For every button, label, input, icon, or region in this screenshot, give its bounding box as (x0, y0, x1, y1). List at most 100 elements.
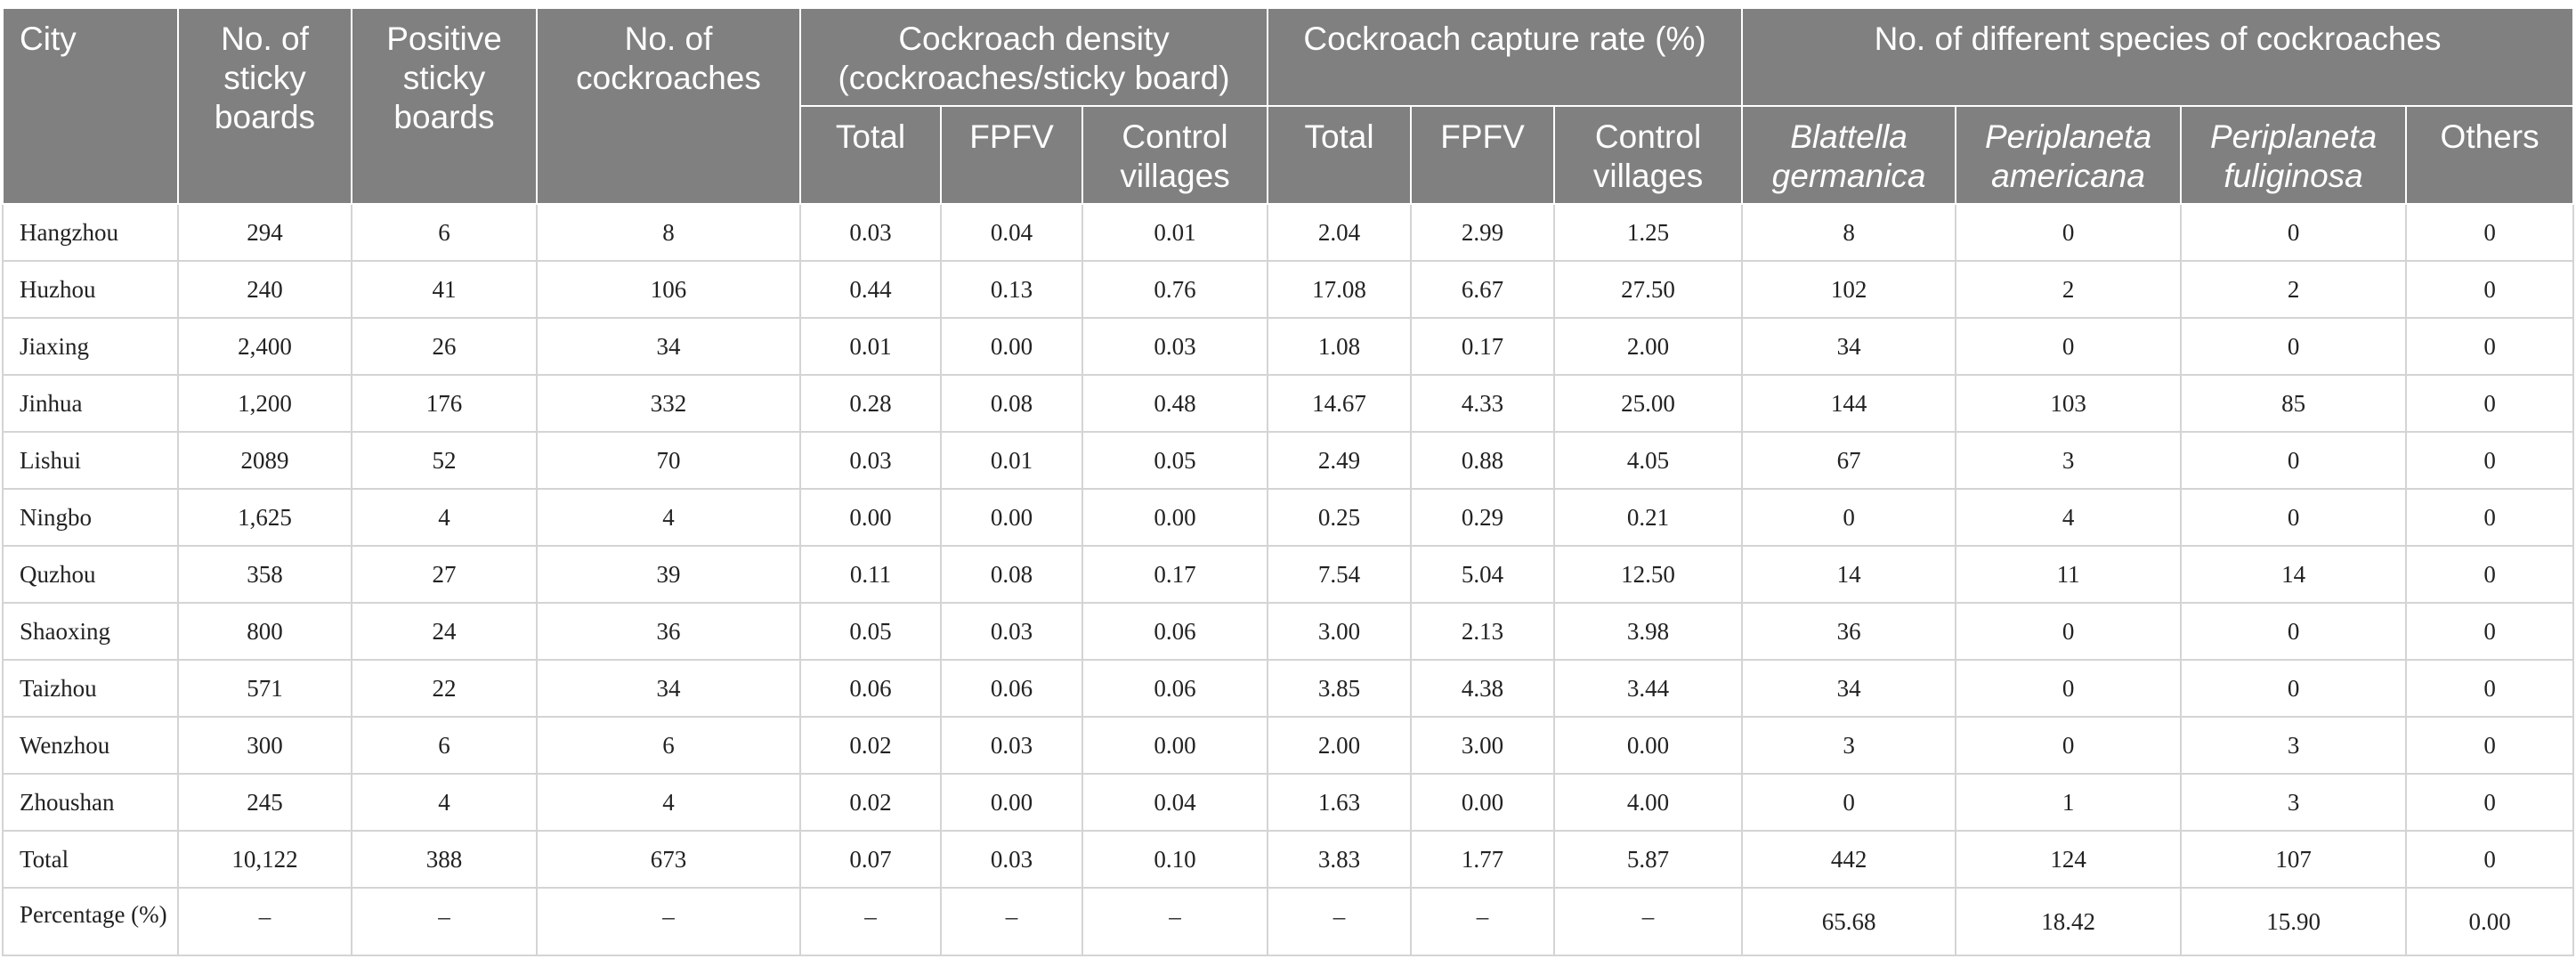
cell-fuliginosa: 15.90 (2180, 887, 2408, 956)
cell-capture-fpfv: 0.00 (1410, 773, 1556, 832)
header-capture-control: Control villages (1553, 105, 1744, 205)
cell-americana: 0 (1955, 317, 2183, 376)
cell-capture-total: 2.00 (1267, 716, 1413, 775)
cell-others: 0 (2405, 260, 2575, 319)
cell-density-total: 0.02 (799, 773, 942, 832)
cell-blattella: 14 (1741, 545, 1957, 604)
cell-capture-control: 12.50 (1553, 545, 1744, 604)
cell-capture-control: 1.25 (1553, 203, 1744, 262)
cell-density-control: 0.01 (1081, 203, 1269, 262)
cell-positive: 26 (351, 317, 538, 376)
cell-density-control: 0.06 (1081, 659, 1269, 718)
table-row: Lishui 2089 52 70 0.03 0.01 0.05 2.49 0.88 4.05 67… (2, 431, 2575, 490)
cell-fuliginosa: 0 (2180, 659, 2408, 718)
cell-density-control: 0.04 (1081, 773, 1269, 832)
header-density-fpfv: FPFV (940, 105, 1083, 205)
cell-capture-fpfv: 4.33 (1410, 374, 1556, 433)
header-density-total: Total (799, 105, 942, 205)
cell-positive: 24 (351, 602, 538, 661)
cell-cockroaches: 332 (536, 374, 801, 433)
cell-capture-control: 3.44 (1553, 659, 1744, 718)
cell-density-total: 0.07 (799, 830, 942, 889)
cell-capture-total: 2.49 (1267, 431, 1413, 490)
cell-capture-fpfv: 6.67 (1410, 260, 1556, 319)
cell-capture-fpfv: – (1410, 887, 1556, 956)
cell-capture-fpfv: 3.00 (1410, 716, 1556, 775)
cell-cockroaches: 4 (536, 488, 801, 547)
cell-density-total: 0.03 (799, 431, 942, 490)
cell-fuliginosa: 0 (2180, 203, 2408, 262)
header-sticky-boards: No. of sticky boards (177, 7, 352, 205)
cell-density-control: 0.06 (1081, 602, 1269, 661)
cell-positive: 176 (351, 374, 538, 433)
cell-cockroaches: 673 (536, 830, 801, 889)
cell-density-control: 0.05 (1081, 431, 1269, 490)
cell-positive: 388 (351, 830, 538, 889)
cell-density-fpfv: 0.13 (940, 260, 1083, 319)
cell-cockroaches: 34 (536, 317, 801, 376)
table-row: Huzhou 240 41 106 0.44 0.13 0.76 17.08 6.67 27.50… (2, 260, 2575, 319)
cell-density-total: 0.05 (799, 602, 942, 661)
cell-americana: 4 (1955, 488, 2183, 547)
cell-fuliginosa: 107 (2180, 830, 2408, 889)
table-row: Zhoushan 245 4 4 0.02 0.00 0.04 1.63 0.00 4.00 0 1 3… (2, 773, 2575, 832)
cell-positive: 4 (351, 773, 538, 832)
cell-density-fpfv: 0.08 (940, 545, 1083, 604)
cell-fuliginosa: 0 (2180, 488, 2408, 547)
cell-capture-total: 3.83 (1267, 830, 1413, 889)
cell-boards: 1,200 (177, 374, 352, 433)
table-header: City No. of sticky boards Positive stick… (2, 7, 2575, 205)
cell-capture-total: 1.08 (1267, 317, 1413, 376)
cell-density-fpfv: 0.03 (940, 602, 1083, 661)
cell-density-fpfv: 0.00 (940, 773, 1083, 832)
cell-others: 0 (2405, 317, 2575, 376)
cell-cockroaches: 106 (536, 260, 801, 319)
cell-blattella: 0 (1741, 773, 1957, 832)
header-americana: Periplaneta americana (1955, 105, 2183, 205)
header-density-control: Control villages (1081, 105, 1269, 205)
cell-capture-control: 0.00 (1553, 716, 1744, 775)
cell-capture-fpfv: 2.13 (1410, 602, 1556, 661)
cell-capture-fpfv: 1.77 (1410, 830, 1556, 889)
cell-fuliginosa: 14 (2180, 545, 2408, 604)
cell-city: Lishui (2, 431, 179, 490)
table-body: Hangzhou 294 6 8 0.03 0.04 0.01 2.04 2.99 1.25 8 0 0… (2, 203, 2575, 956)
cell-boards: 2089 (177, 431, 352, 490)
cell-density-total: 0.28 (799, 374, 942, 433)
cell-cockroaches: 36 (536, 602, 801, 661)
header-fuliginosa: Periplaneta fuliginosa (2180, 105, 2408, 205)
cell-americana: 0 (1955, 716, 2183, 775)
cell-density-control: – (1081, 887, 1269, 956)
cell-city: Taizhou (2, 659, 179, 718)
cell-density-fpfv: 0.01 (940, 431, 1083, 490)
cell-density-control: 0.48 (1081, 374, 1269, 433)
cell-blattella: 8 (1741, 203, 1957, 262)
header-capture-fpfv: FPFV (1410, 105, 1556, 205)
cell-boards: 240 (177, 260, 352, 319)
cell-city: Shaoxing (2, 602, 179, 661)
cell-density-total: – (799, 887, 942, 956)
cell-cockroaches: 4 (536, 773, 801, 832)
cell-americana: 0 (1955, 659, 2183, 718)
cell-capture-total: 7.54 (1267, 545, 1413, 604)
cell-density-total: 0.03 (799, 203, 942, 262)
cell-density-fpfv: 0.06 (940, 659, 1083, 718)
cell-others: 0 (2405, 545, 2575, 604)
cell-density-fpfv: – (940, 887, 1083, 956)
table-row: Jinhua 1,200 176 332 0.28 0.08 0.48 14.67 4.33 25… (2, 374, 2575, 433)
cell-capture-fpfv: 5.04 (1410, 545, 1556, 604)
cell-boards: 245 (177, 773, 352, 832)
cell-city: Percentage (%) (2, 887, 179, 956)
cell-positive: 4 (351, 488, 538, 547)
cell-capture-fpfv: 0.17 (1410, 317, 1556, 376)
cell-others: 0 (2405, 716, 2575, 775)
cell-capture-control: 5.87 (1553, 830, 1744, 889)
cell-density-total: 0.01 (799, 317, 942, 376)
cell-boards: 2,400 (177, 317, 352, 376)
cell-city: Jinhua (2, 374, 179, 433)
table-row: Ningbo 1,625 4 4 0.00 0.00 0.00 0.25 0.29 0.21 0 4 0… (2, 488, 2575, 547)
cell-density-control: 0.03 (1081, 317, 1269, 376)
header-density-group: Cockroach density (cockroaches/sticky bo… (798, 7, 1269, 107)
cell-positive: – (351, 887, 538, 956)
